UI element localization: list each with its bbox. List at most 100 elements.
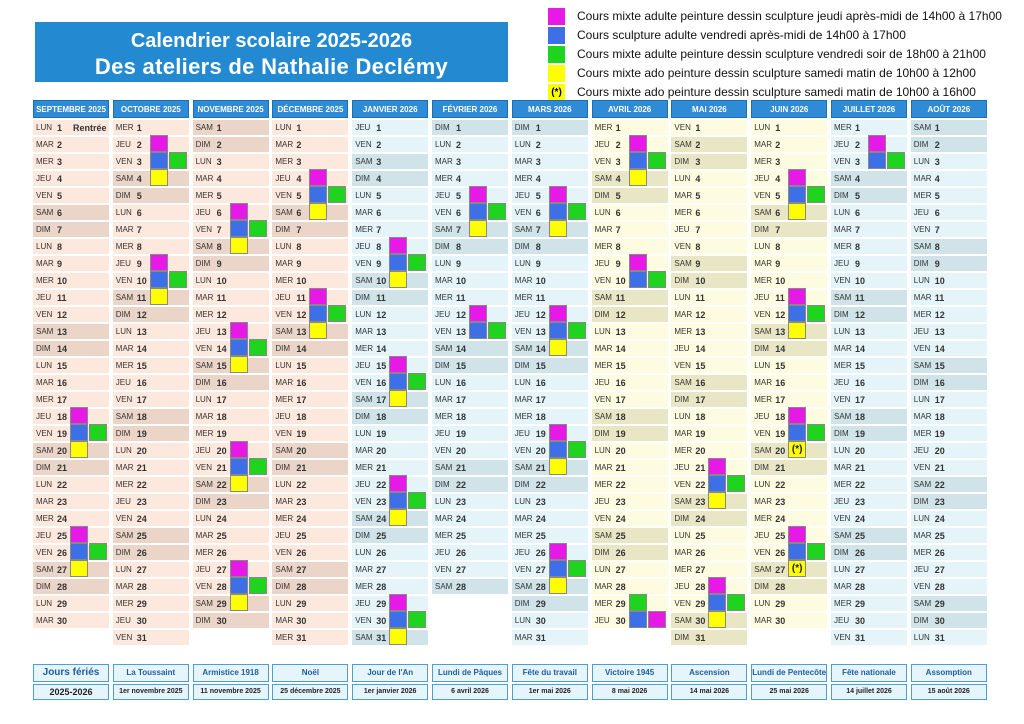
day-row: DIM 21 [272,460,349,476]
weekday: JEU [435,548,451,557]
weekday: MER [594,242,613,251]
day-row: JEU 4 [272,169,349,187]
day-row: DIM 19 [831,426,907,442]
day-number: 24 [296,514,307,524]
weekday: JEU [594,140,610,149]
day-row: DIM 25 [352,528,429,544]
day-number: 22 [456,480,467,490]
day-number: 14 [934,344,945,354]
weekday: LUN [115,208,132,217]
title-box: Calendrier scolaire 2025-2026 Des atelie… [35,22,508,82]
weekday: MER [674,327,693,336]
weekday: VEN [514,327,532,336]
weekday: MER [913,548,932,557]
weekday: SAM [195,242,213,251]
day-number: 12 [376,310,387,320]
day-number: 30 [535,616,546,626]
weekday: SAM [514,225,533,234]
weekday: LUN [514,140,531,149]
day-number: 29 [216,599,227,609]
class-marker [229,322,248,339]
holiday-date: 15 août 2026 [910,684,987,700]
day-row: MER 7 [352,222,429,238]
weekday: VEN [514,565,532,574]
day-number: 29 [855,599,866,609]
day-row: VEN 28 [192,577,269,595]
day-number: 18 [775,412,786,422]
day-number: 4 [695,174,701,184]
day-number: 20 [376,446,387,456]
weekday: JEU [275,174,291,183]
day-number: 21 [535,463,546,473]
day-row: JEU 2 [831,135,907,153]
day-number: 14 [136,344,147,354]
day-number: 7 [57,225,63,235]
day-row: JEU 9 [831,256,907,272]
day-row: MAR 2 [751,137,828,153]
day-number: 25 [775,531,786,541]
weekday: SAM [834,174,852,183]
day-number: 2 [456,140,462,150]
day-row: SAM 22 [192,475,269,493]
day-number: 9 [376,259,382,269]
class-marker [469,186,487,203]
day-number: 1 [136,123,142,133]
day-row: JEU 16 [591,375,668,391]
holiday-title: Jours fériés [33,664,109,682]
day-number: 6 [296,208,302,218]
day-number: 23 [216,497,227,507]
weekday: JEU [435,429,451,438]
day-number: 20 [934,446,945,456]
weekday: DIM [36,344,51,353]
day-row: VEN 7 [192,220,269,238]
holiday-period: 2025-2026 [33,684,109,700]
day-number: 15 [934,361,945,371]
day-number: 4 [855,174,861,184]
day-row: MER 14 [352,341,429,357]
weekday: MAR [594,463,613,472]
day-row: SAM 1 [192,120,269,136]
day-number: 17 [296,395,307,405]
weekday: MER [913,191,932,200]
weekday: DIM [115,310,131,319]
day-row: JEU 20 [910,443,987,459]
day-number: 27 [855,565,866,575]
day-row: MER 29 [591,594,668,612]
day-row: MER 22 [112,477,189,493]
day-number: 7 [934,225,940,235]
weekday: SAM [514,582,533,591]
day-number: 21 [934,463,945,473]
weekday: SAM [275,565,293,574]
weekday: JEU [355,123,371,132]
day-number: 3 [934,157,940,167]
day-row: VEN 17 [591,392,668,408]
day-row: SAM 25 [591,528,668,544]
day-row: SAM 6 [751,203,828,221]
day-row: DIM 12 [831,307,907,323]
day-row: LUN 16 [511,375,588,391]
class-marker [708,492,727,509]
day-row: MAR 3 [511,154,588,170]
day-number: 21 [376,463,387,473]
weekday: MAR [834,225,852,234]
weekday: MER [355,463,373,472]
weekday: MER [115,599,134,608]
day-row: MAR 9 [751,256,828,272]
day-number: 26 [376,548,387,558]
weekday: MAR [36,616,54,625]
day-row: SAM 2 [671,137,748,153]
day-number: 18 [535,412,546,422]
day-number: 6 [855,208,861,218]
day-row: MER 5 [192,188,269,204]
weekday: SAM [594,531,612,540]
day-row: JEU 4 [33,171,109,187]
day-row: MAR 10 [511,273,588,289]
day-number: 27 [57,565,68,575]
day-row: MER 4 [432,171,508,187]
day-number: 7 [535,225,541,235]
month-header: JUILLET 2026 [831,100,907,118]
day-number: 11 [456,293,466,303]
holiday-name: Armistice 1918 [192,664,269,682]
weekday: DIM [913,259,929,268]
